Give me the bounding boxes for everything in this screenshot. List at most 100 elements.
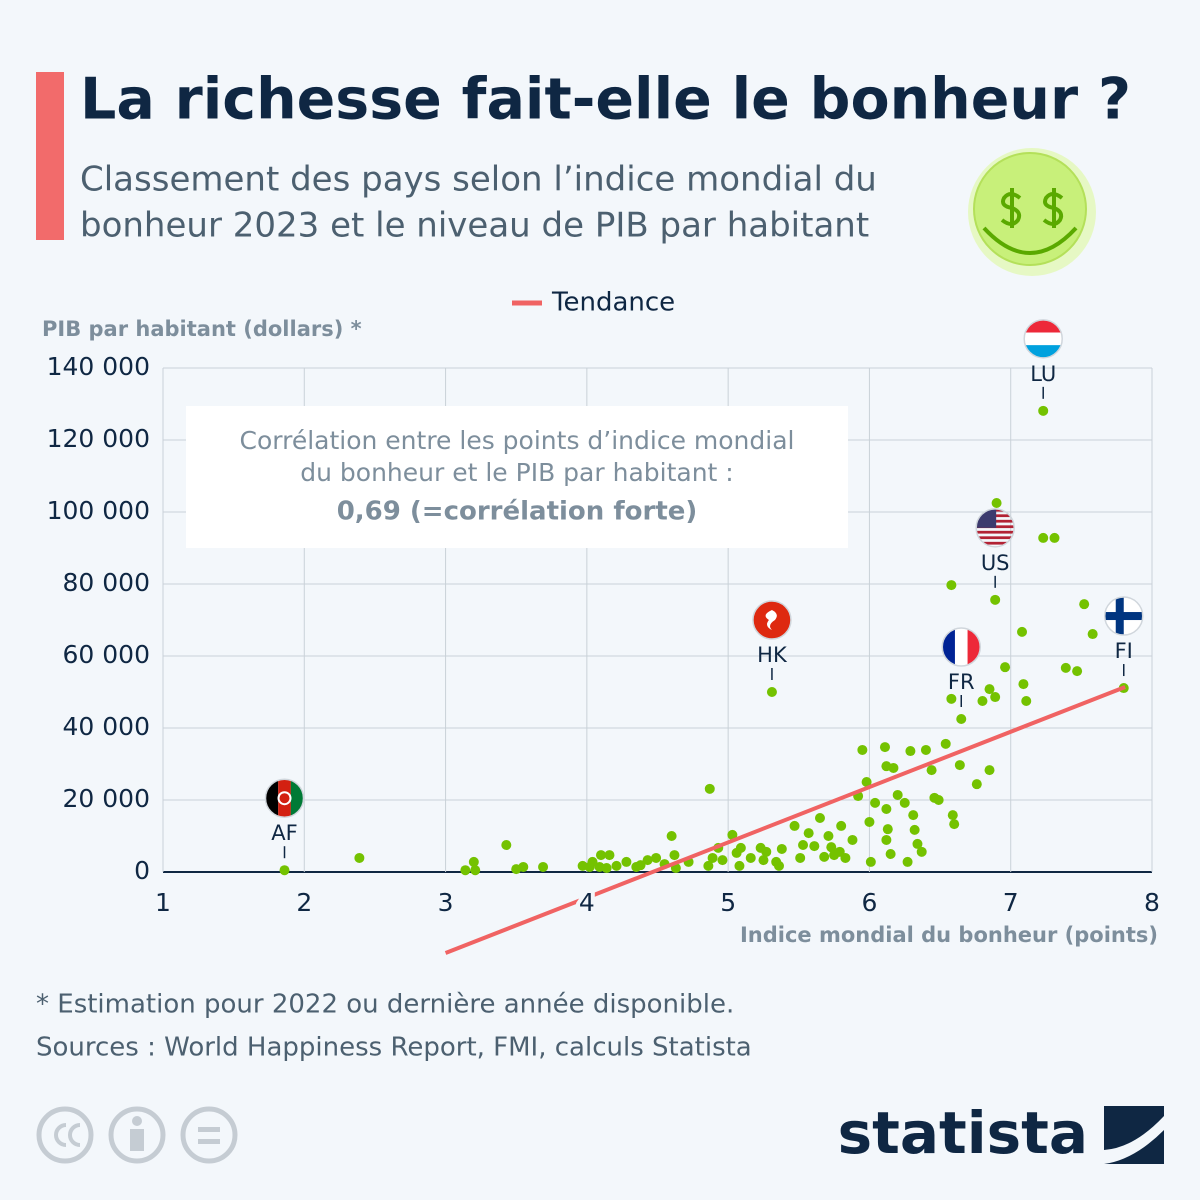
data-point — [809, 841, 820, 852]
data-point — [735, 842, 746, 853]
title-accent — [36, 72, 64, 240]
data-point — [881, 834, 892, 845]
data-point — [1060, 662, 1071, 673]
data-point — [908, 810, 919, 821]
nd-icon — [180, 1106, 238, 1164]
data-point — [354, 852, 365, 863]
legend-label: Tendance — [551, 288, 675, 318]
data-point — [991, 498, 1002, 508]
logo-mark — [1104, 1106, 1164, 1164]
by-glyph — [132, 1116, 142, 1126]
y-axis-title: PIB par habitant (dollars) * — [42, 317, 362, 341]
by-icon — [108, 1106, 166, 1164]
data-point — [518, 861, 529, 872]
data-point — [279, 865, 290, 876]
flag-icon — [752, 600, 792, 640]
data-point — [905, 746, 916, 757]
data-point — [621, 856, 632, 867]
smiley-face — [973, 152, 1087, 266]
note-text: 0,69 (=corrélation forte) — [337, 497, 698, 527]
data-point — [1087, 629, 1098, 640]
flag-part — [765, 610, 777, 630]
data-point — [892, 789, 903, 800]
license-icons — [36, 1106, 238, 1164]
data-point — [947, 810, 958, 821]
subtitle-line: Classement des pays selon l’indice mondi… — [80, 160, 877, 200]
data-point — [885, 849, 896, 859]
data-point — [1079, 599, 1090, 610]
cc-glyph — [54, 1123, 81, 1147]
y-tick-label: 40 000 — [63, 712, 150, 741]
data-point — [470, 865, 481, 876]
data-point — [1072, 666, 1083, 677]
x-tick-label: 5 — [720, 888, 736, 917]
data-point — [651, 852, 662, 863]
data-point — [864, 816, 875, 827]
data-point — [902, 856, 913, 867]
data-point — [823, 831, 834, 841]
data-point — [538, 861, 549, 872]
flag-part — [976, 541, 1015, 545]
data-point — [766, 687, 777, 697]
subtitle-line: bonheur 2023 et le niveau de PIB par hab… — [80, 206, 869, 246]
nd-glyph — [198, 1139, 220, 1144]
data-point — [836, 820, 847, 831]
data-point — [909, 824, 920, 835]
data-point — [460, 865, 471, 876]
flag-icon — [1103, 596, 1144, 636]
logo-text: statista — [838, 1099, 1088, 1167]
data-point — [826, 842, 837, 853]
source: Sources : World Happiness Report, FMI, c… — [36, 1033, 752, 1063]
data-point — [840, 852, 851, 863]
data-point — [803, 828, 814, 839]
data-point — [1038, 405, 1049, 416]
data-point — [704, 783, 715, 794]
flag-icon — [264, 778, 305, 818]
data-point — [926, 765, 937, 776]
flag-part — [954, 628, 968, 666]
annotation-label: HK — [757, 643, 788, 667]
data-point — [912, 838, 923, 849]
data-point — [984, 684, 995, 695]
flag-body — [1104, 597, 1143, 636]
data-point — [666, 831, 677, 841]
flag-border — [264, 778, 305, 818]
data-point — [703, 860, 714, 871]
data-point — [954, 760, 965, 771]
cc-icon — [36, 1106, 94, 1164]
data-point — [971, 779, 982, 790]
data-point — [1038, 532, 1049, 543]
data-point — [604, 850, 615, 861]
y-tick-label: 60 000 — [63, 640, 150, 669]
data-point — [1000, 662, 1011, 673]
y-tick-label: 20 000 — [63, 784, 150, 813]
data-point — [1018, 679, 1029, 690]
flag-border — [975, 508, 1015, 548]
data-point — [899, 797, 910, 808]
flag-icon — [941, 627, 982, 667]
chart-title: La richesse fait-elle le bonheur ? — [80, 67, 1131, 133]
flag-border — [752, 600, 792, 640]
data-point — [774, 860, 785, 871]
flag-part — [976, 536, 1015, 540]
note-box — [186, 406, 848, 548]
flag-part — [1024, 332, 1063, 346]
flag-border — [1023, 319, 1063, 359]
data-point — [758, 855, 769, 866]
annotation-label: LU — [1030, 362, 1056, 386]
smiley-eye — [1000, 188, 1022, 228]
y-tick-label: 120 000 — [47, 424, 150, 453]
data-point — [587, 856, 598, 867]
footnote: * Estimation pour 2022 ou dernière année… — [36, 990, 734, 1020]
data-point — [707, 852, 718, 863]
note-text: du bonheur et le PIB par habitant : — [300, 458, 733, 487]
flag-part — [278, 779, 291, 818]
data-point — [990, 594, 1001, 605]
note-text: Corrélation entre les points d’indice mo… — [240, 426, 795, 455]
data-point — [888, 762, 899, 773]
data-point — [798, 840, 809, 850]
data-point — [501, 840, 512, 850]
data-point — [1021, 696, 1032, 706]
flag-part — [976, 530, 1015, 534]
